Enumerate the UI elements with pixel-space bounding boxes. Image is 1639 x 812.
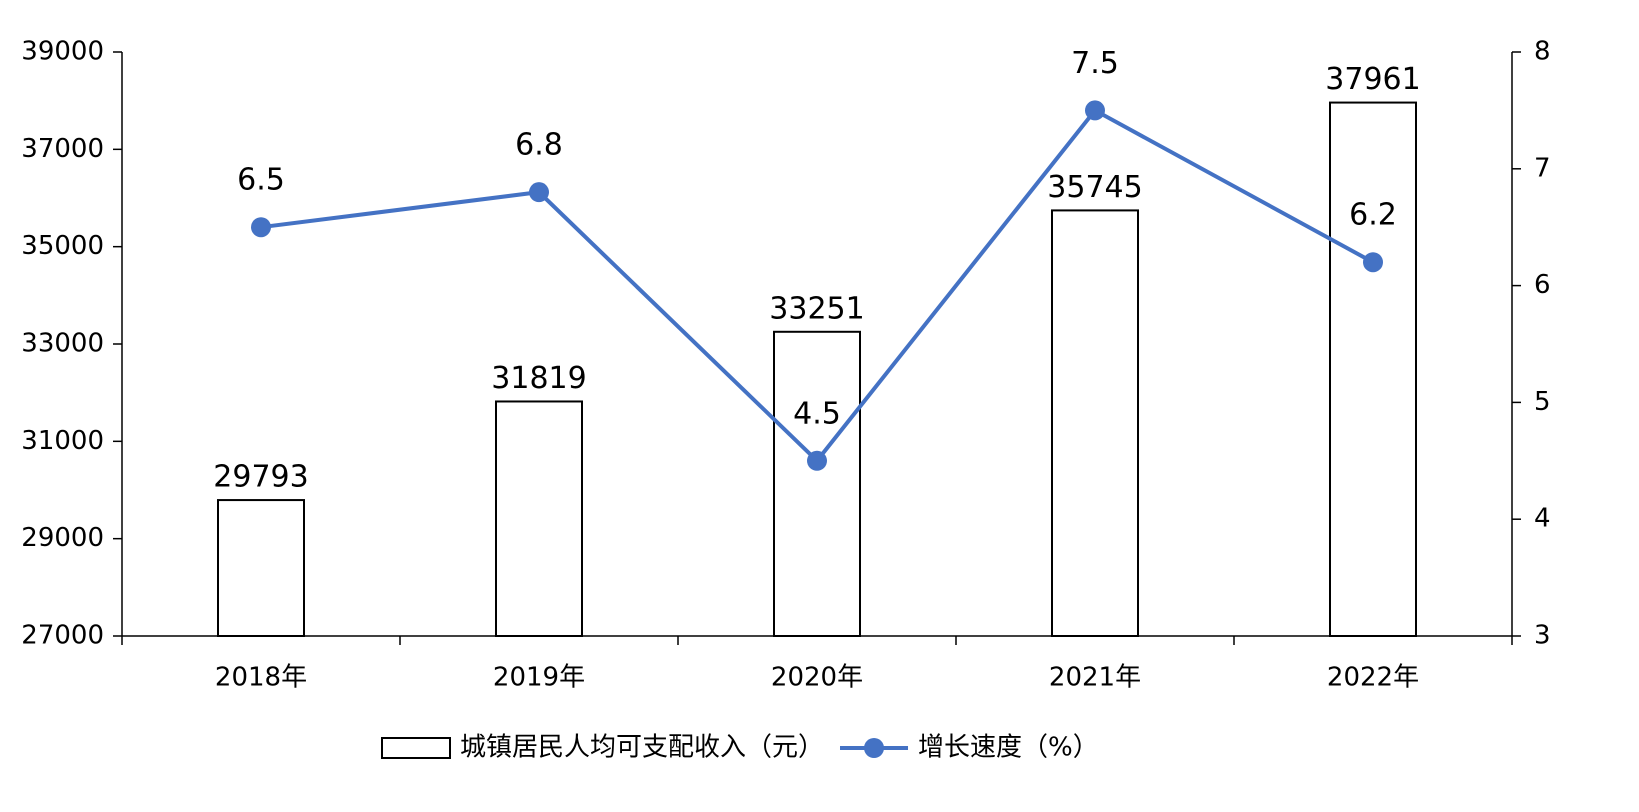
bar-value-label: 33251: [769, 291, 864, 326]
bar-value-label: 37961: [1325, 62, 1420, 97]
x-tick-label: 2020年: [771, 663, 863, 693]
line-point: [807, 450, 827, 471]
bar: [1329, 101, 1417, 638]
line-value-label: 4.5: [793, 396, 841, 431]
legend-swatch: [864, 738, 885, 758]
y-tick-label: 35000: [21, 231, 104, 261]
line-point: [529, 182, 549, 203]
y-tick-label: 37000: [21, 134, 104, 164]
x-tick-label: 2018年: [215, 663, 307, 693]
y2-tick-label: 8: [1534, 37, 1551, 67]
bar: [1051, 209, 1139, 637]
line-point: [251, 217, 271, 238]
bar: [773, 330, 861, 637]
x-tick-label: 2019年: [493, 663, 585, 693]
line-point: [1363, 252, 1383, 273]
y-tick-label: 31000: [21, 426, 104, 456]
y-tick-label: 27000: [21, 621, 104, 651]
x-tick-label: 2022年: [1327, 663, 1419, 693]
line-value-label: 6.5: [237, 163, 285, 198]
y2-tick-label: 6: [1534, 270, 1551, 300]
bar: [495, 400, 583, 638]
y2-tick-label: 3: [1534, 621, 1551, 651]
legend-label: 城镇居民人均可支配收入（元）: [460, 733, 824, 763]
bar-value-label: 35745: [1047, 170, 1142, 205]
y2-tick-label: 5: [1534, 387, 1551, 417]
line-value-label: 7.5: [1071, 46, 1119, 81]
legend-label: 增长速度（%）: [918, 733, 1099, 763]
y-tick-label: 33000: [21, 329, 104, 359]
line-value-label: 6.2: [1349, 198, 1397, 233]
y-tick-label: 29000: [21, 523, 104, 553]
y2-tick-label: 7: [1534, 153, 1551, 183]
line-value-label: 6.8: [515, 128, 563, 163]
bar-value-label: 31819: [491, 361, 586, 396]
line-point: [1085, 100, 1105, 121]
legend-swatch: [381, 737, 451, 759]
bar-value-label: 29793: [213, 460, 308, 495]
bar: [217, 499, 305, 637]
y-tick-label: 39000: [21, 37, 104, 67]
x-tick-label: 2021年: [1049, 663, 1141, 693]
y2-tick-label: 4: [1534, 504, 1551, 534]
